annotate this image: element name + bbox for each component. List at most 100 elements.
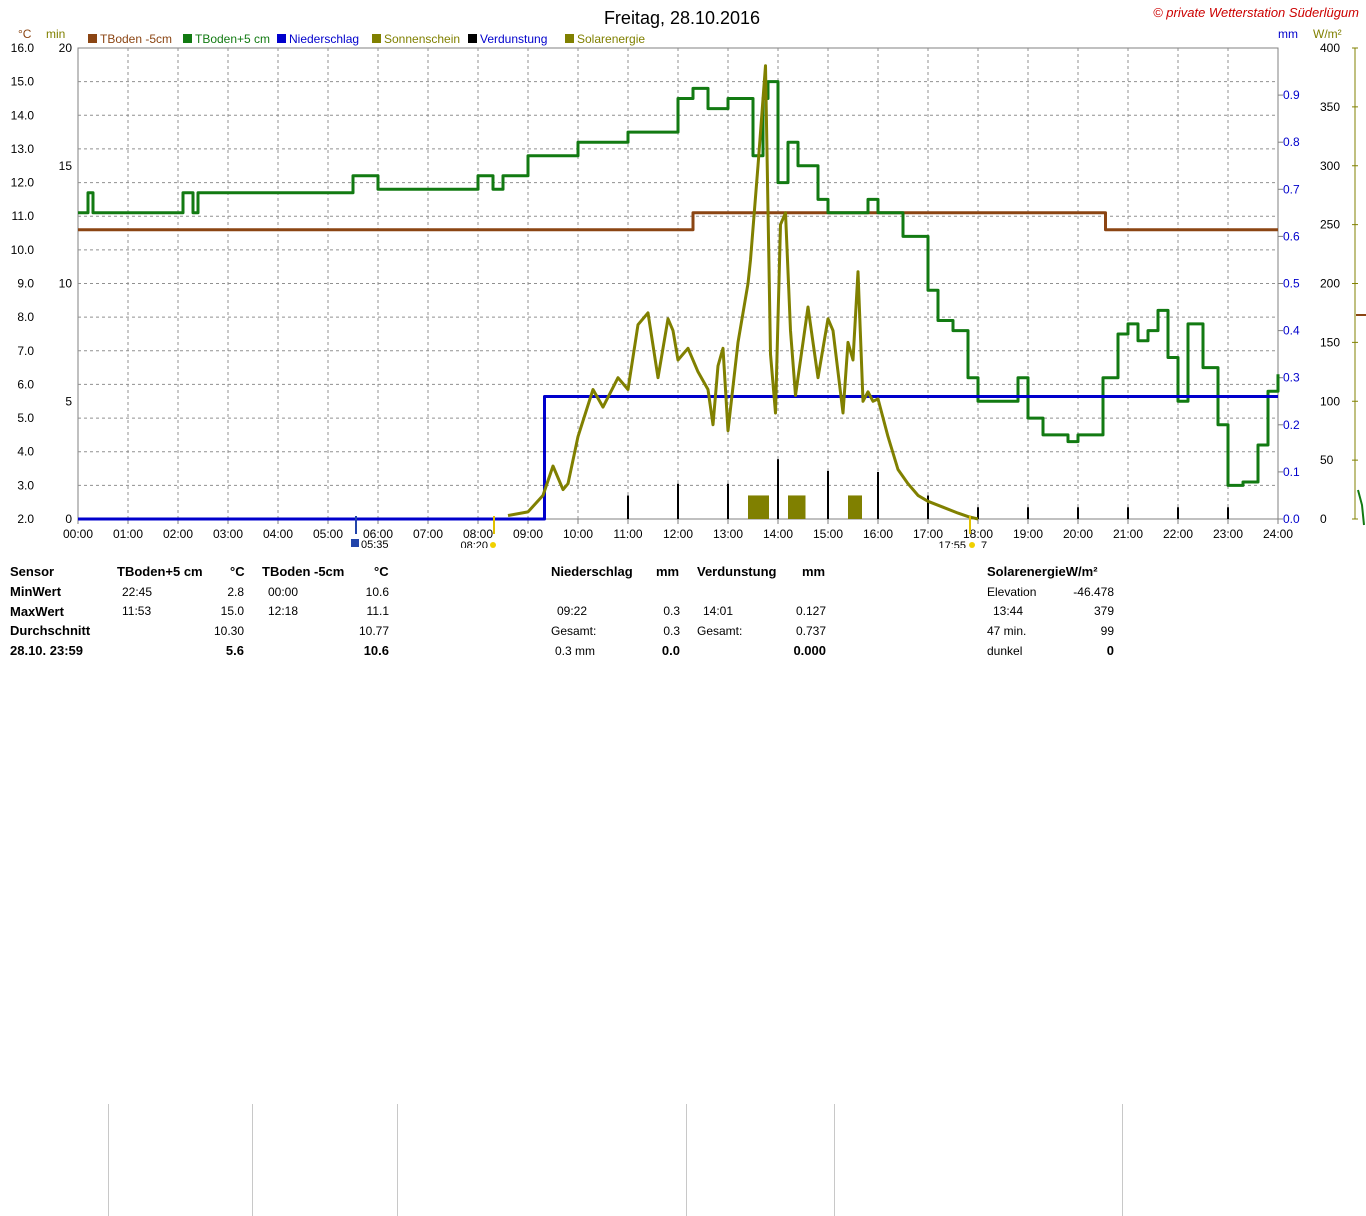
- legend-label: TBoden+5 cm: [195, 32, 270, 46]
- wm2-tick-label: 50: [1320, 453, 1334, 467]
- solar-min-label: 47 min.: [987, 624, 1027, 638]
- minutes-tick-label: 0: [65, 512, 72, 526]
- row-label-max: MaxWert: [10, 604, 64, 619]
- x-tick-label: 02:00: [163, 527, 193, 541]
- sensor-header: Sensor: [10, 564, 55, 579]
- t5-min-value: 2.8: [227, 585, 244, 599]
- x-tick-label: 23:00: [1213, 527, 1243, 541]
- celsius-tick-label: 2.0: [17, 512, 34, 526]
- evaporation-bar: [727, 483, 729, 519]
- minutes-tick-label: 20: [59, 41, 73, 55]
- celsius-tick-label: 10.0: [11, 243, 35, 257]
- evaporation-bar: [777, 459, 779, 519]
- x-tick-label: 00:00: [63, 527, 93, 541]
- t5-avg-value: 10.30: [213, 624, 244, 638]
- x-tick-label: 07:00: [413, 527, 443, 541]
- celsius-tick-label: 7.0: [17, 344, 34, 358]
- dusk-label: 7: [981, 540, 987, 548]
- celsius-tick-label: 12.0: [11, 176, 35, 190]
- evap-total-label: Gesamt:: [697, 624, 743, 638]
- series-line-niederschlag: [78, 395, 1278, 521]
- legend-swatch: [468, 34, 477, 43]
- celsius-tick-label: 11.0: [12, 209, 35, 223]
- minutes-tick-label: 10: [59, 277, 73, 291]
- wm2-tick-label: 400: [1320, 41, 1340, 55]
- evap-max-time: 14:01: [703, 604, 734, 618]
- wm2-tick-label: 150: [1320, 335, 1340, 349]
- evap-max-value: 0.127: [795, 604, 826, 618]
- rain-total-label: Gesamt:: [551, 624, 597, 638]
- t5-unit: °C: [230, 564, 245, 579]
- mm-tick-label: 0.5: [1283, 277, 1300, 291]
- wm2-tick-label: 100: [1320, 394, 1340, 408]
- celsius-tick-label: 15.0: [11, 75, 35, 89]
- solar-elevation-value: -46.478: [1073, 585, 1114, 599]
- tm5-unit: °C: [374, 564, 389, 579]
- sunset-icon: [969, 542, 975, 548]
- evap-header: Verdunstung: [697, 564, 777, 579]
- rain-total-value: 0.3: [663, 624, 680, 638]
- divider: [397, 1104, 398, 1216]
- celsius-tick-label: 9.0: [17, 277, 34, 291]
- tm5-max-value: 11.1: [366, 604, 389, 618]
- x-tick-label: 19:00: [1013, 527, 1043, 541]
- t5-max-time: 11:53: [122, 604, 152, 618]
- sunrise-icon: [490, 542, 496, 548]
- mm-tick-label: 0.0: [1283, 512, 1300, 526]
- tm5-min-value: 10.6: [365, 585, 389, 599]
- evap-total-value: 0.737: [795, 624, 826, 638]
- evaporation-bar: [677, 483, 679, 519]
- solar-max-value: 379: [1093, 604, 1114, 618]
- solar-max-time: 13:44: [993, 604, 1024, 618]
- tm5-min-time: 00:00: [268, 585, 299, 599]
- row-label-avg: Durchschnitt: [10, 623, 91, 638]
- x-tick-label: 03:00: [213, 527, 243, 541]
- legend: TBoden -5cm TBoden+5 cm Niederschlag Sonnen…: [88, 32, 645, 46]
- x-tick-label: 24:00: [1263, 527, 1293, 541]
- evap-footer-value: 0.000: [793, 643, 826, 658]
- chart-title: Freitag, 28.10.2016: [604, 8, 760, 28]
- evaporation-bar: [1027, 507, 1029, 519]
- evaporation-bar: [1177, 507, 1179, 519]
- x-tick-label: 10:00: [563, 527, 593, 541]
- sunrise-time: 08:20: [460, 540, 488, 548]
- x-tick-label: 13:00: [713, 527, 743, 541]
- sunshine-bar: [748, 495, 769, 519]
- x-tick-label: 05:00: [313, 527, 343, 541]
- x-tick-label: 20:00: [1063, 527, 1093, 541]
- sunset-time: 17:55: [938, 540, 966, 548]
- legend-swatch: [372, 34, 381, 43]
- evaporation-bar: [1127, 507, 1129, 519]
- dawn-time: 05:35: [361, 539, 389, 548]
- evaporation-bar: [977, 507, 979, 519]
- rain-footer-label: 0.3 mm: [555, 644, 596, 658]
- evaporation-bar: [1227, 507, 1229, 519]
- wm2-tick-label: 200: [1320, 277, 1340, 291]
- legend-swatch: [183, 34, 192, 43]
- sunshine-bar: [788, 495, 806, 519]
- evaporation-bar: [627, 495, 629, 519]
- t5-current-value: 5.6: [225, 643, 244, 658]
- rain-max-value: 0.3: [663, 604, 680, 618]
- x-tick-label: 18:00: [963, 527, 993, 541]
- weather-chart: 00:00 01:00 02:00 03:00 04:00 05:00 06:00 07:00…: [11, 5, 1366, 548]
- copyright-label: © private Wetterstation Süderlügum: [1153, 5, 1359, 20]
- t5-min-time: 22:45: [122, 585, 153, 599]
- legend-label: Niederschlag: [289, 32, 359, 46]
- solar-dark-label: dunkel: [987, 644, 1023, 658]
- x-tick-label: 04:00: [263, 527, 293, 541]
- legend-swatch: [277, 34, 286, 43]
- legend-label: Solarenergie: [577, 32, 645, 46]
- rain-header: Niederschlag: [551, 564, 633, 579]
- tm5-max-time: 12:18: [268, 604, 299, 618]
- tm5-current-value: 10.6: [363, 643, 389, 658]
- wm2-tick-label: 0: [1320, 512, 1327, 526]
- x-tick-label: 08:00: [463, 527, 493, 541]
- mm-tick-label: 0.7: [1283, 182, 1300, 196]
- evap-unit: mm: [802, 564, 826, 579]
- wm2-unit-label: W/m²: [1313, 27, 1342, 41]
- legend-label: TBoden -5cm: [100, 32, 172, 46]
- celsius-tick-label: 14.0: [11, 108, 35, 122]
- legend-swatch: [88, 34, 97, 43]
- solar-header: SolarenergieW/m²: [987, 564, 1098, 579]
